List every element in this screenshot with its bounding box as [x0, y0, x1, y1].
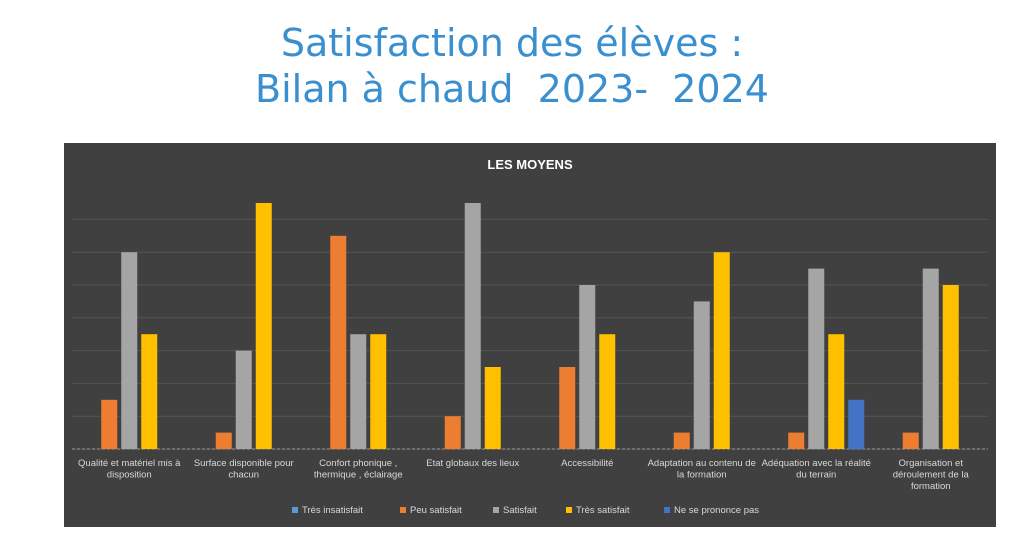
bar: [713, 252, 730, 449]
legend-swatch: [400, 507, 406, 513]
x-tick-label: Organisation et déroulement de la formatio…: [893, 458, 970, 492]
bar: [808, 268, 825, 449]
legend-swatch: [664, 507, 670, 513]
bar: [330, 235, 347, 449]
legend-label: Satisfait: [503, 505, 537, 516]
bar: [693, 301, 710, 449]
bar: [828, 334, 845, 449]
bar: [673, 432, 690, 449]
bar: [902, 432, 919, 449]
bar: [444, 416, 461, 449]
bar: [121, 252, 138, 449]
bar: [141, 334, 158, 449]
chart-title: LES MOYENS: [487, 157, 573, 172]
x-tick-label: Accessibilité: [561, 458, 613, 469]
slide-title-line-1: Satisfaction des élèves :: [280, 21, 744, 65]
bar: [370, 334, 387, 449]
bar: [848, 399, 865, 449]
bar: [464, 203, 481, 449]
bar: [599, 334, 616, 449]
bar: [215, 432, 232, 449]
bar: [788, 432, 805, 449]
x-tick-label: Adaptation au contenu de la formation: [648, 458, 756, 481]
bar: [559, 367, 576, 449]
legend-label: Peu satisfait: [410, 505, 462, 516]
legend-swatch: [292, 507, 298, 513]
legend-label: Très insatisfait: [302, 505, 363, 516]
bar: [350, 334, 367, 449]
chart-panel: LES MOYENS Qualité et matériel mis à dispo…: [64, 143, 996, 527]
x-tick-label: Surface disponible pour chacun: [194, 458, 294, 481]
x-tick-label: Etat globaux des lieux: [426, 458, 519, 469]
bar-chart: LES MOYENS Qualité et matériel mis à dispo…: [72, 157, 988, 516]
x-tick-label: Confort phonique , thermique , éclairage: [314, 458, 403, 481]
legend-swatch: [493, 507, 499, 513]
bar: [484, 367, 501, 449]
bar: [942, 285, 959, 449]
legend-swatch: [566, 507, 572, 513]
bar: [922, 268, 939, 449]
legend-label: Très satisfait: [576, 505, 630, 516]
x-tick-label: Qualité et matériel mis à disposition: [78, 458, 181, 481]
bar: [255, 203, 272, 449]
bar: [235, 350, 252, 449]
bar: [101, 399, 118, 449]
slide-title-line-2: Bilan à chaud 2023- 2024: [255, 67, 769, 111]
bar: [579, 285, 596, 449]
legend-label: Ne se prononce pas: [674, 505, 759, 516]
slide-title: Satisfaction des élèves : Bilan à chaud …: [0, 20, 1024, 112]
x-tick-label: Adéquation avec la réalité du terrain: [762, 458, 871, 481]
